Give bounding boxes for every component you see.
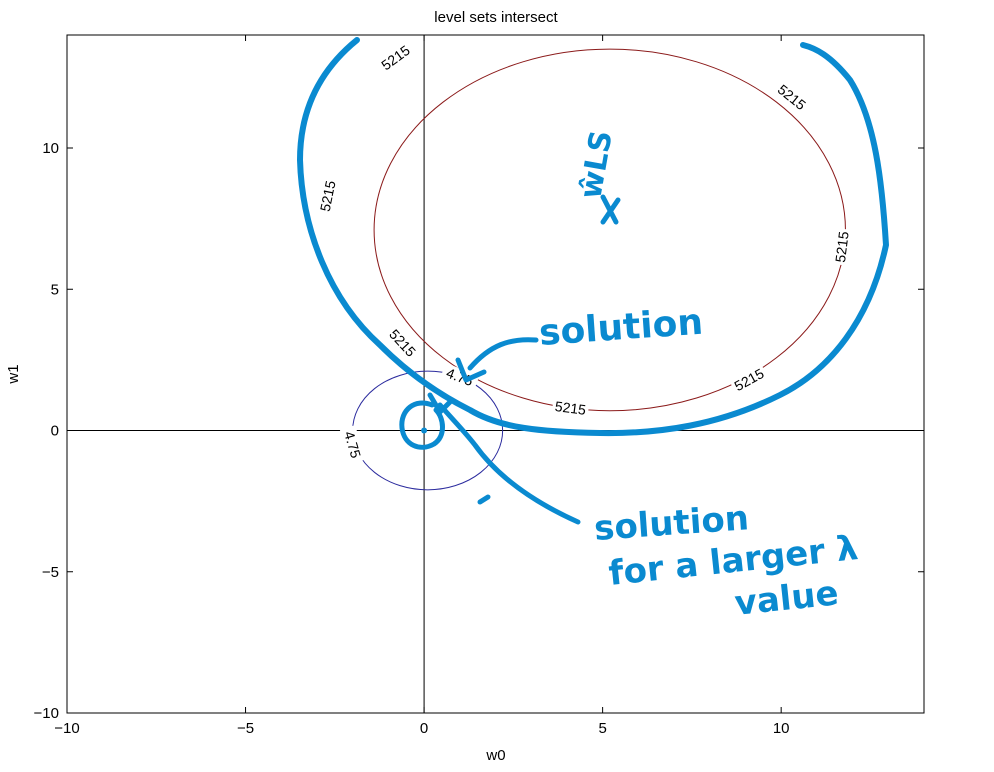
contour-label: 5215 — [554, 398, 587, 418]
plot-frame — [66, 34, 925, 714]
contour-label: 4.75 — [341, 429, 364, 460]
solution-annotation: solution — [538, 302, 705, 354]
contour-label-background — [376, 40, 415, 75]
x-tick-label: 5 — [598, 720, 606, 737]
x-axis-label: w0 — [485, 747, 505, 764]
contour-label-background — [384, 324, 421, 362]
contour-label: 5215 — [832, 230, 852, 263]
contour-label-background — [316, 176, 340, 216]
contour-label-background — [729, 363, 769, 396]
arrow-to-solution — [467, 337, 539, 371]
y-axis-ticks: −10 −5 0 5 10 — [34, 140, 924, 722]
arrow-to-solution-head — [455, 357, 487, 383]
contour-lines — [352, 48, 846, 491]
ridge-center-dot — [421, 427, 428, 434]
contour-label-background — [440, 363, 480, 391]
x-axis-ticks: −10 −5 0 5 10 — [54, 35, 790, 737]
x-tick-label: 10 — [773, 720, 790, 737]
chart-title: level sets intersect — [434, 9, 558, 26]
contour-label-background — [772, 79, 811, 115]
x-tick-label: −10 — [54, 720, 79, 737]
arrow-to-larger-solution-head — [427, 392, 455, 415]
contour-label-background — [831, 228, 853, 266]
arrow-to-larger-solution — [437, 402, 581, 525]
y-tick-label: 0 — [51, 423, 59, 440]
wls-x-mark — [600, 194, 621, 225]
x-tick-label: 0 — [420, 720, 428, 737]
contour-line-5215 — [373, 48, 846, 412]
contour-label: 5215 — [317, 179, 339, 213]
x-tick-label: −5 — [237, 720, 254, 737]
y-tick-label: −10 — [34, 705, 59, 722]
wls-annotation: ŵLS — [573, 128, 619, 201]
y-tick-label: 5 — [51, 281, 59, 298]
handwritten-annotations — [297, 37, 889, 525]
y-axis-label: w1 — [5, 364, 22, 384]
contour-label-background — [551, 397, 590, 419]
stray-ink-mark — [477, 494, 491, 505]
larger-solution-annotation-line3: value — [733, 573, 841, 624]
y-tick-label: 10 — [42, 140, 59, 157]
hand-drawn-small-circle — [399, 400, 445, 450]
contour-label-background — [339, 425, 366, 465]
hand-drawn-outer-loop — [297, 37, 889, 437]
y-tick-label: −5 — [42, 564, 59, 581]
